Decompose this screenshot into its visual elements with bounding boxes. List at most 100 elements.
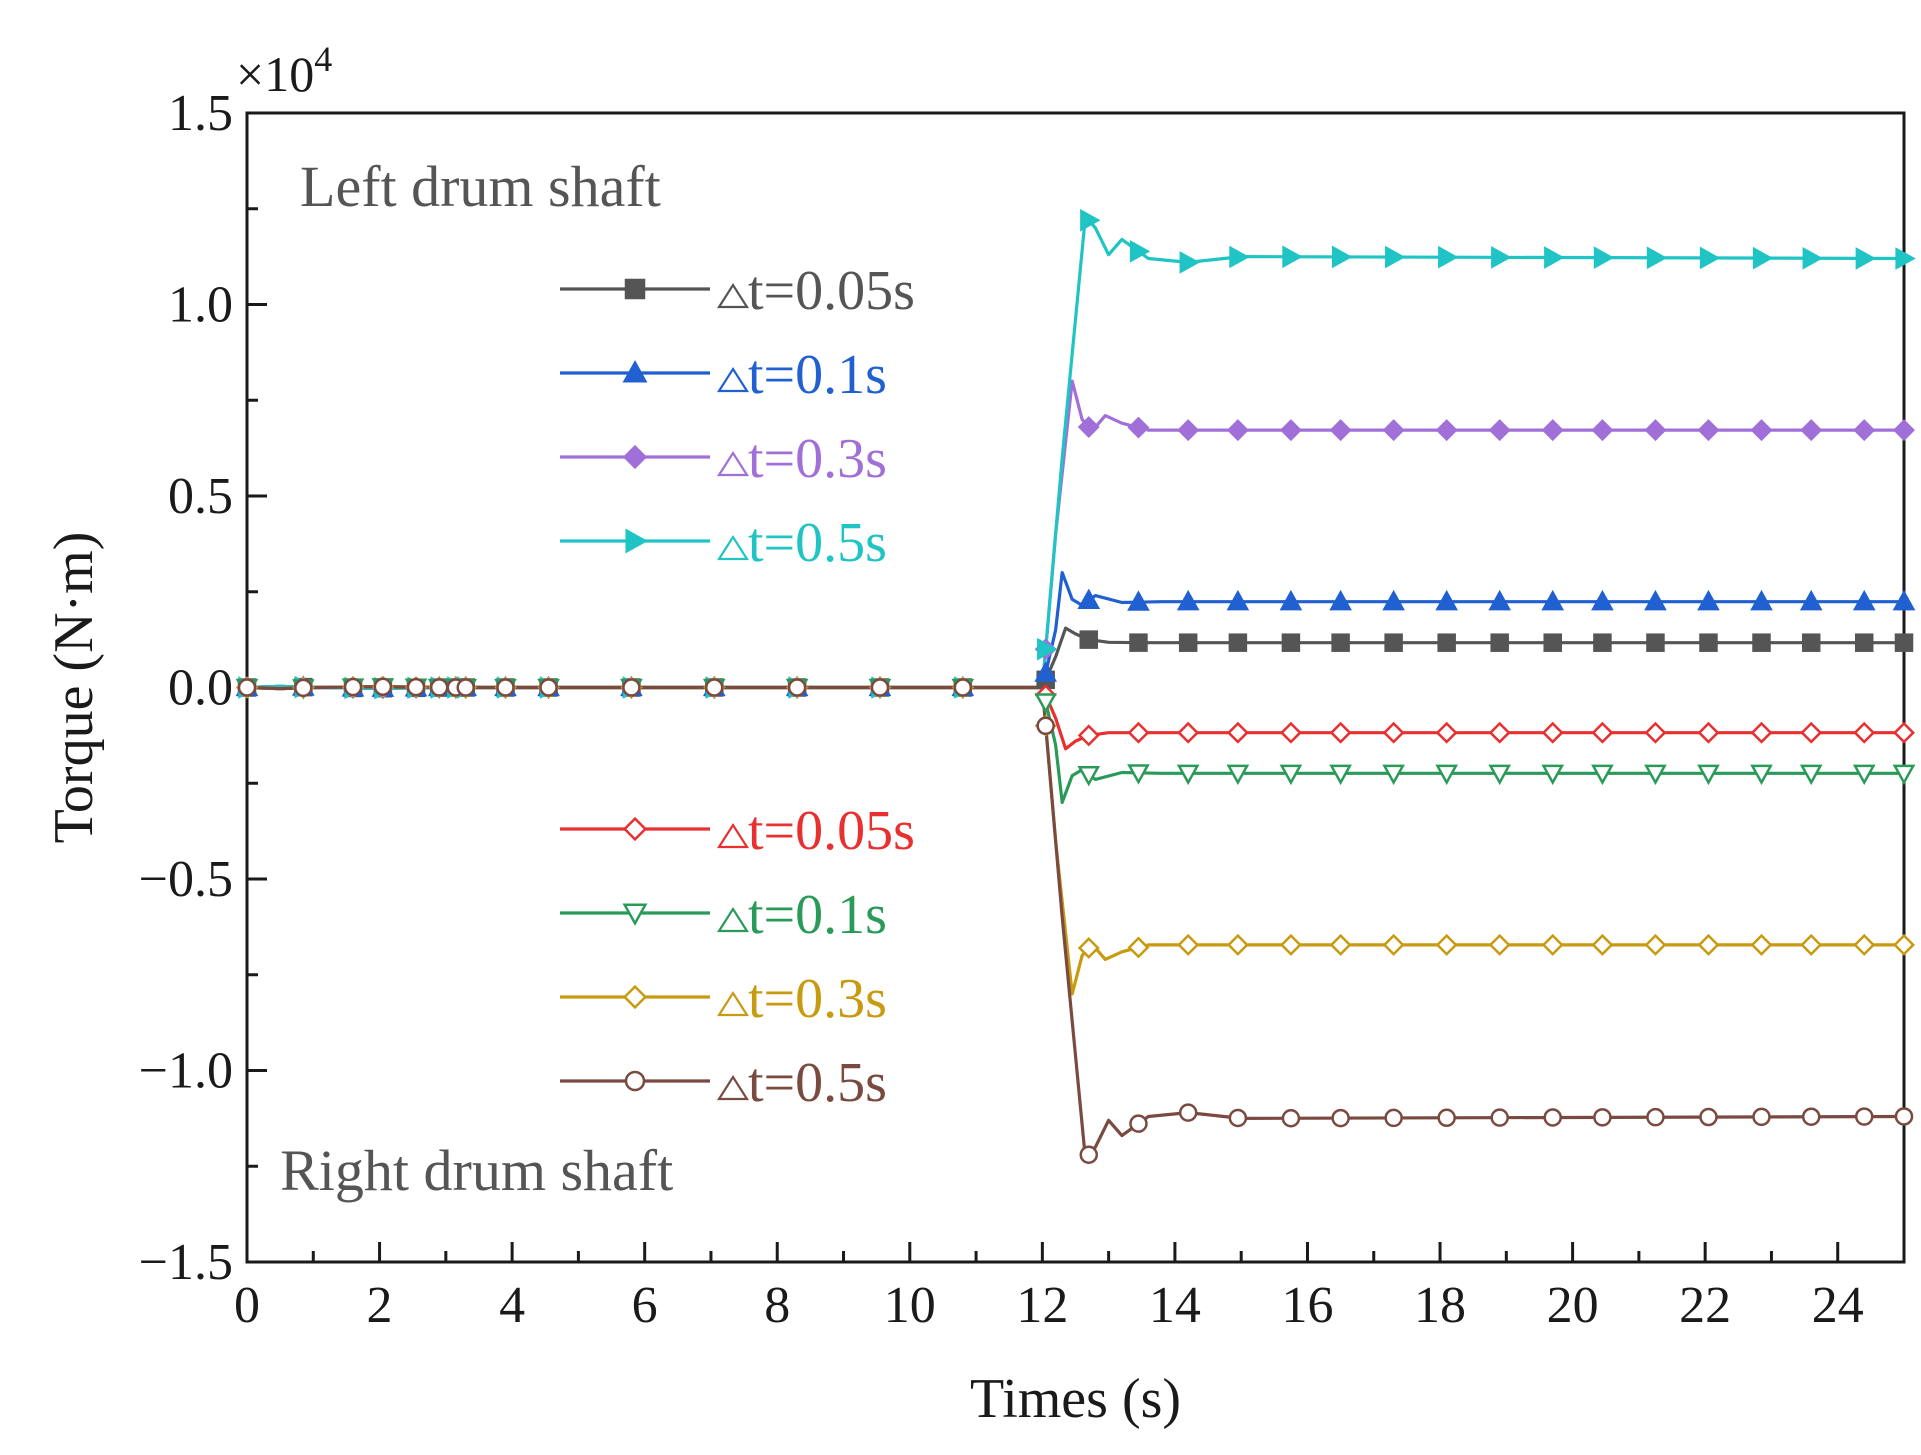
legend-entry: t=0.1s [560,344,887,406]
data-point [1697,721,1720,744]
data-point [1382,933,1405,956]
legend-marker [624,278,646,300]
data-point [1329,721,1352,744]
legend-entry: t=0.3s [560,428,887,490]
data-point [1127,416,1150,439]
x-tick-label: 20 [1547,1277,1599,1334]
data-point [1800,721,1823,744]
legend-entry: t=0.05s [560,800,915,862]
data-point [1854,633,1874,652]
y-tick-label: 0.0 [168,660,233,717]
data-point [1800,419,1823,442]
data-point [1543,1108,1562,1127]
data-point [953,678,973,697]
delta-icon [716,906,750,933]
axes: 0 2 4 6 8 10 12 14 16 18 20 22 24−1.5−1.0−0.50.00.51… [43,39,1906,1430]
data-point [1855,247,1877,270]
data-point [1077,416,1100,439]
x-tick-label: 6 [632,1277,658,1334]
data-point [1488,721,1511,744]
legend-label: t=0.1s [748,344,887,406]
delta-icon [716,450,750,477]
delta-icon [716,1074,750,1101]
annotations: Left drum shaft Right drum shaft [280,154,673,1203]
data-point [1541,589,1565,611]
data-point [1279,933,1302,956]
x-tick-label: 22 [1679,1277,1731,1334]
legend-label: t=0.3s [748,968,887,1030]
data-point [1036,716,1055,736]
data-point [1799,589,1823,611]
data-point [1892,589,1916,611]
data-point [1435,721,1458,744]
annotation-label: Right drum shaft [280,1138,673,1203]
data-point [1699,633,1718,652]
data-point [870,678,890,697]
data-point [429,678,449,697]
y-tick-label: −0.5 [139,851,233,908]
data-point [1034,661,1057,682]
data-point [496,678,515,697]
legend-label: t=0.5s [748,512,887,574]
data-point [1644,589,1667,611]
data-point [705,678,724,697]
data-point [1385,245,1406,269]
data-point [1644,764,1667,786]
data-point [373,677,393,697]
data-point [1799,764,1823,786]
data-point [456,678,475,697]
data-point [1541,419,1564,442]
delta-icon [716,990,750,1017]
data-point [1750,933,1773,956]
y-tick-label: −1.0 [139,1043,233,1100]
data-point [1382,419,1405,442]
data-point [1331,633,1350,652]
data-point [1178,1103,1198,1122]
data-point [1593,246,1615,269]
data-point [1279,589,1303,611]
data-point [1488,419,1511,442]
legend-marker [625,528,648,554]
data-point [1382,764,1405,786]
data-point [1801,633,1821,652]
data-point [1177,721,1200,744]
data-point [1281,633,1301,652]
annotation-label: Left drum shaft [300,154,661,219]
data-point [1490,1108,1509,1127]
data-point [1750,589,1773,611]
legend-entry: t=0.5s [560,512,887,574]
data-point [294,678,313,698]
x-tick-label: 24 [1812,1277,1864,1334]
data-point [1226,933,1249,956]
data-point [1752,633,1771,652]
data-point [1894,1107,1914,1126]
legend-label: t=0.1s [748,884,887,946]
data-point [1229,245,1250,269]
legend-label: t=0.3s [748,428,887,490]
data-point [1697,764,1720,786]
data-point [1591,589,1614,611]
data-point [1127,936,1150,959]
x-tick-label: 18 [1414,1277,1466,1334]
y-tick-label: 0.5 [168,468,233,525]
data-point [1437,1108,1456,1128]
legend-label: t=0.05s [748,260,915,322]
data-point [539,678,558,697]
data-point [1437,633,1456,652]
data-point [1752,246,1774,270]
delta-icon [716,282,750,309]
data-point [1894,633,1914,652]
legend-marker [622,816,648,842]
data-point [1699,1107,1718,1127]
data-point [1541,764,1565,786]
legend-entry: t=0.3s [560,968,887,1030]
data-point [1800,933,1823,956]
data-point [1488,589,1512,611]
data-point [1853,419,1876,442]
data-point [406,677,426,697]
x-tick-label: 12 [1016,1277,1068,1334]
delta-icon [716,822,750,849]
data-point [1382,589,1405,611]
data-point [1129,240,1151,263]
y-axis-title: Torque (N·m) [43,532,105,844]
